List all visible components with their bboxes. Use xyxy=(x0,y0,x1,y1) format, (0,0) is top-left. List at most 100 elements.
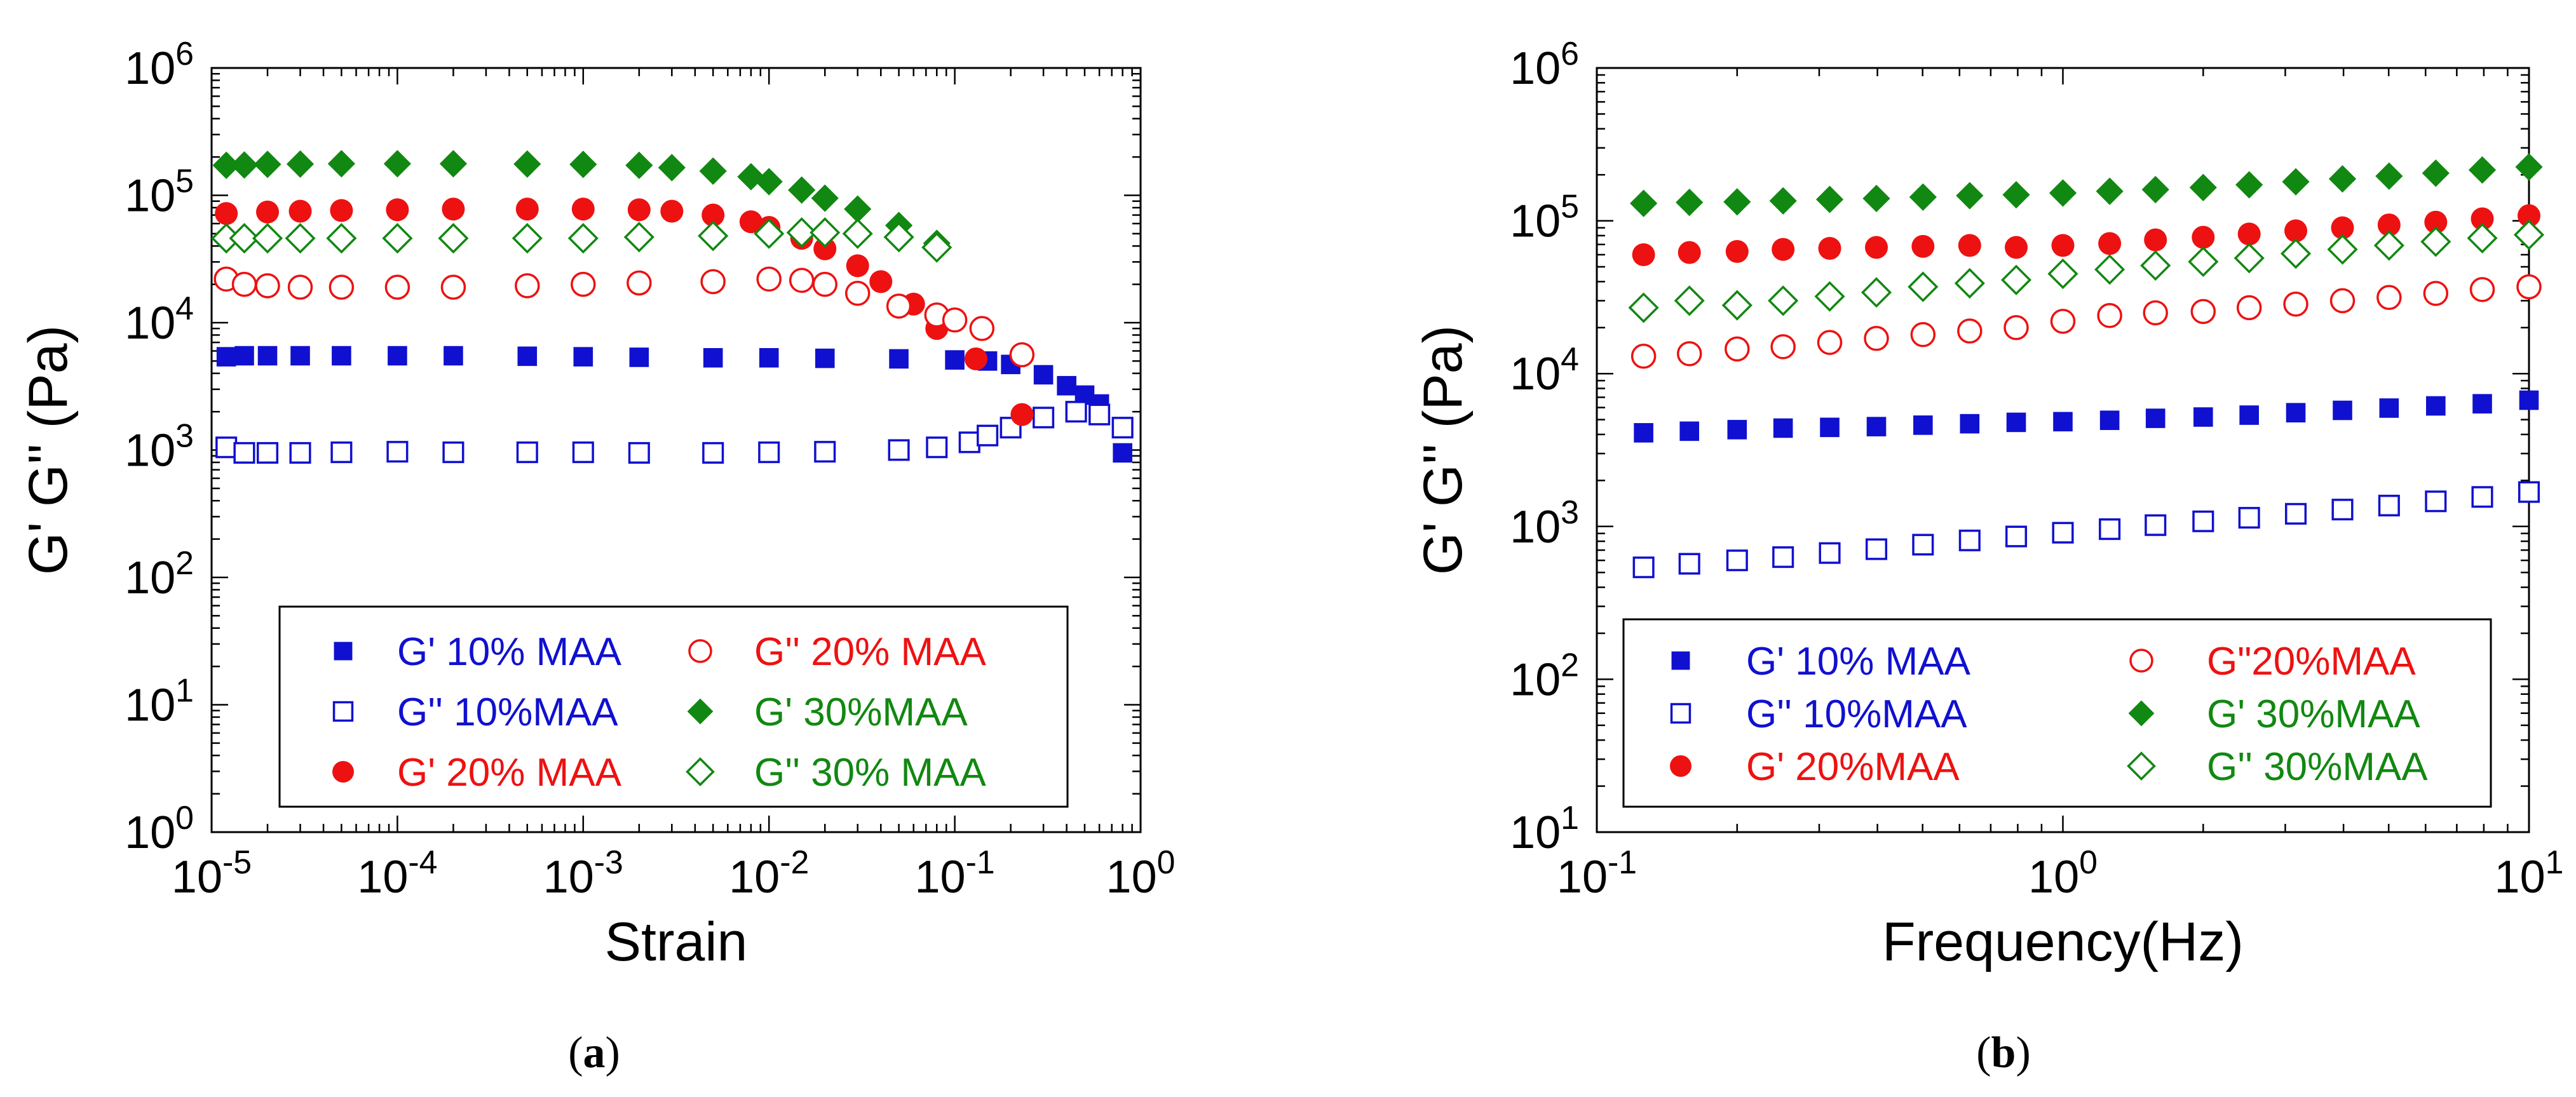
data-point xyxy=(327,150,355,178)
y-tick-label: 103 xyxy=(125,417,194,476)
legend-label: G'' 10%MAA xyxy=(1746,692,1967,736)
data-point xyxy=(1111,417,1134,439)
data-point xyxy=(2099,518,2121,541)
legend-label: G'' 20% MAA xyxy=(754,630,986,674)
data-point xyxy=(2234,243,2265,274)
legend-box xyxy=(278,605,1069,808)
data-point xyxy=(1960,414,1980,434)
legend-marker xyxy=(688,639,712,663)
data-point xyxy=(1910,322,1936,347)
legend-marker xyxy=(334,642,353,661)
data-point xyxy=(2518,481,2540,503)
data-point xyxy=(1679,421,1700,441)
data-point xyxy=(230,151,259,179)
data-point xyxy=(1769,187,1797,215)
data-point xyxy=(2002,181,2030,209)
data-point xyxy=(440,274,466,300)
y-tick-label: 105 xyxy=(125,163,194,222)
data-point xyxy=(1725,239,1749,263)
axis-ticks xyxy=(1596,68,2529,833)
series-a-3 xyxy=(214,266,1035,368)
series-a-2 xyxy=(215,198,1034,426)
legend-label: G' 30%MAA xyxy=(2207,692,2420,736)
data-point xyxy=(786,217,817,248)
series-b-2 xyxy=(1632,204,2540,266)
series-a-1 xyxy=(215,401,1134,464)
data-point xyxy=(886,293,912,319)
chart-panel-a: 10-5 10-4 10-3 10-2 10-1 100 100 101 102 103 104 10… xyxy=(18,35,1175,1077)
data-point xyxy=(439,150,468,178)
y-tick-label: 105 xyxy=(1510,188,1579,247)
data-point xyxy=(842,218,873,249)
data-point xyxy=(573,347,593,367)
data-point xyxy=(2047,258,2078,290)
data-point xyxy=(700,269,726,295)
data-point xyxy=(1814,281,1845,312)
data-point xyxy=(1678,553,1700,575)
data-point xyxy=(969,316,995,341)
legend-item: G' 20% MAA xyxy=(332,751,622,795)
data-point xyxy=(2425,490,2447,513)
x-axis-label: Frequency(Hz) xyxy=(1882,912,2244,972)
data-point xyxy=(1820,417,1840,438)
data-point xyxy=(869,270,893,293)
data-point xyxy=(2141,175,2169,204)
data-point xyxy=(1958,529,1981,551)
panel-caption: (b) xyxy=(1976,1028,2031,1077)
data-point xyxy=(442,441,464,464)
data-point xyxy=(2188,246,2219,278)
data-point xyxy=(739,210,763,234)
data-point xyxy=(287,274,313,300)
x-tick-label: 10-3 xyxy=(543,844,623,903)
data-point xyxy=(382,223,413,254)
data-point xyxy=(1958,234,1981,257)
legend-marker xyxy=(2129,649,2153,673)
data-point xyxy=(658,154,686,182)
data-point xyxy=(1819,542,1841,564)
data-point xyxy=(1630,189,1658,217)
data-point xyxy=(571,198,595,221)
legend-label: G' 10% MAA xyxy=(1746,640,1971,683)
y-axis-label: G' G'' (Pa) xyxy=(18,325,79,575)
data-point xyxy=(285,223,316,254)
data-point xyxy=(1772,546,1794,569)
data-point xyxy=(2238,507,2260,529)
x-tick-label: 10-1 xyxy=(915,844,995,903)
axis-ticks xyxy=(210,68,1141,833)
data-point xyxy=(627,198,651,222)
series-b-0 xyxy=(1634,390,2539,443)
x-tick-label: 10-5 xyxy=(172,844,252,903)
data-point xyxy=(256,200,280,224)
data-point xyxy=(1909,183,1937,211)
data-point xyxy=(2516,274,2542,300)
data-point xyxy=(2373,230,2404,261)
series-b-3 xyxy=(1630,274,2542,369)
series-a-4 xyxy=(212,150,951,257)
data-point xyxy=(2006,412,2026,433)
data-point xyxy=(2420,226,2451,257)
data-point xyxy=(513,150,541,178)
data-point xyxy=(1957,318,1983,344)
legend-label: G' 10% MAA xyxy=(397,630,622,674)
data-point xyxy=(1088,403,1111,426)
data-point xyxy=(212,151,240,179)
data-point xyxy=(438,223,469,254)
data-point xyxy=(846,254,869,278)
y-tick-label: 102 xyxy=(125,544,194,603)
data-point xyxy=(1010,403,1034,426)
data-point xyxy=(1634,423,1653,443)
data-point xyxy=(2467,222,2498,253)
legend-label: G'' 30%MAA xyxy=(2207,745,2428,789)
series-a-5 xyxy=(211,217,952,263)
data-point xyxy=(660,199,684,223)
data-point xyxy=(2193,407,2213,427)
data-point xyxy=(1908,271,1939,302)
legend-marker xyxy=(332,701,354,722)
data-point xyxy=(2426,396,2446,416)
data-point xyxy=(216,347,236,367)
data-point xyxy=(2513,219,2545,250)
data-point xyxy=(945,350,965,370)
data-point xyxy=(2333,400,2352,421)
data-point xyxy=(1913,415,1933,435)
data-point xyxy=(811,184,839,212)
